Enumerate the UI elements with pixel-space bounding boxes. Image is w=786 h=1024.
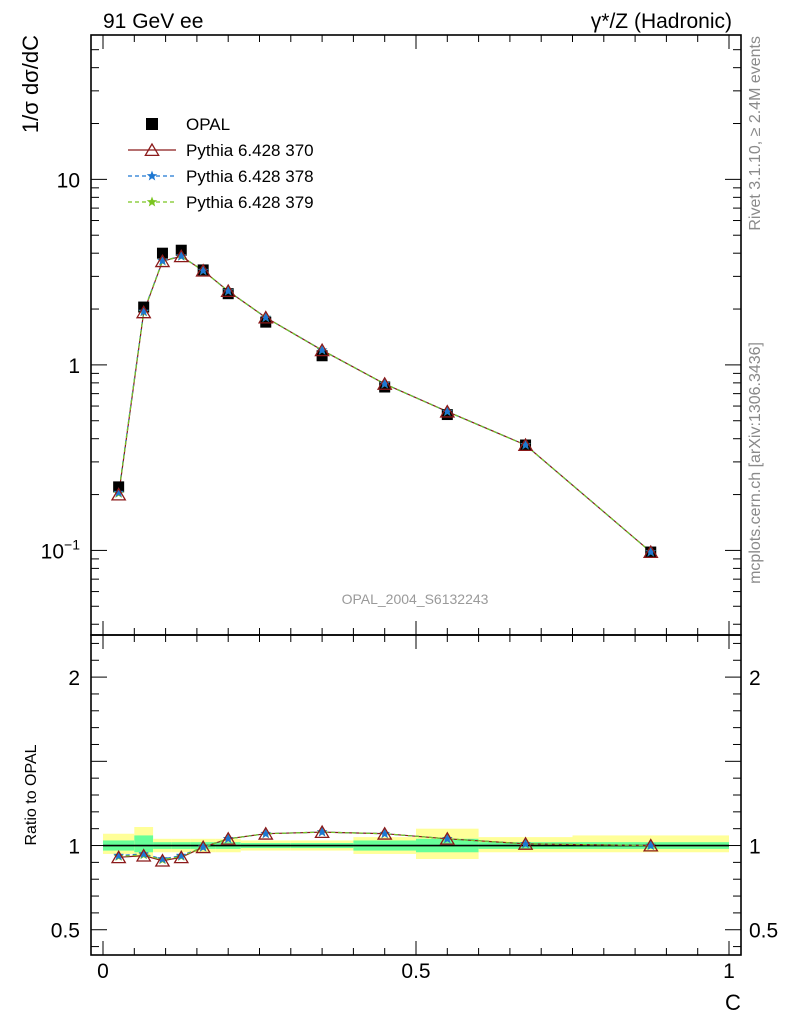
point-pythia-370 xyxy=(173,248,190,263)
ratio-band-inner xyxy=(134,835,154,853)
ratio-point-pythia-378 xyxy=(260,828,271,839)
ratio-point-pythia-370 xyxy=(257,826,274,840)
point-pythia-378 xyxy=(138,306,149,316)
ratio-point-pythia-370 xyxy=(439,831,456,845)
ratio-point-pythia-378 xyxy=(197,841,209,852)
legend-marker-pythia-378 xyxy=(146,170,158,181)
mcplots-text: mcplots.cern.ch [arXiv:1306.3436] xyxy=(747,342,764,584)
x-tick-label: 0.5 xyxy=(401,960,430,983)
main-ylabel: 1/σ dσ/dC xyxy=(18,35,43,133)
ratio-point-pythia-370 xyxy=(135,848,152,862)
ratio-point-pythia-378 xyxy=(176,850,187,861)
point-pythia-370 xyxy=(154,253,171,268)
data-point xyxy=(379,381,391,393)
y-tick-label-ratio: 0.5 xyxy=(51,920,80,943)
y-tick-label-main: 1 xyxy=(68,355,80,378)
ratio-point-pythia-378 xyxy=(379,828,390,839)
point-pythia-370 xyxy=(314,342,330,357)
point-pythia-378 xyxy=(316,344,328,355)
y-tick-label-ratio: 2 xyxy=(68,667,80,690)
ratio-point-pythia-370 xyxy=(642,838,659,852)
header-left: 91 GeV ee xyxy=(103,10,203,33)
series-line-pythia-370 xyxy=(118,255,652,553)
ratio-point-pythia-370 xyxy=(195,839,211,854)
ratio-point-pythia-378 xyxy=(316,826,328,837)
x-tick-label: 1 xyxy=(723,960,735,983)
ratio-point-pythia-370 xyxy=(220,831,236,845)
point-pythia-378 xyxy=(113,487,124,498)
data-point xyxy=(260,316,272,328)
point-pythia-378 xyxy=(157,255,168,266)
point-pythia-378 xyxy=(442,406,453,417)
ratio-point-pythia-378 xyxy=(138,848,149,859)
point-pythia-378 xyxy=(222,285,234,296)
y-tick-label-ratio-right: 1 xyxy=(749,836,761,859)
point-pythia-370 xyxy=(135,305,152,319)
point-pythia-378 xyxy=(260,312,271,322)
y-tick-label-ratio: 1 xyxy=(68,836,80,859)
series-line-pythia-378 xyxy=(118,255,652,553)
legend-label: Pythia 6.428 379 xyxy=(186,193,314,212)
ratio-point-pythia-378 xyxy=(113,850,124,861)
y-tick-label-ratio-right: 2 xyxy=(749,667,761,690)
ratio-point-pythia-370 xyxy=(173,850,190,864)
ratio-point-pythia-370 xyxy=(376,826,393,840)
point-pythia-370 xyxy=(439,404,456,418)
ratio-line-pythia-379 xyxy=(118,831,651,861)
ratio-point-pythia-378 xyxy=(520,838,531,849)
ratio-point-pythia-378 xyxy=(157,853,168,864)
x-tick-label: 0 xyxy=(97,960,109,983)
ratio-frame xyxy=(90,634,742,956)
point-pythia-370 xyxy=(376,376,393,390)
data-point xyxy=(222,288,234,300)
ratio-point-pythia-370 xyxy=(517,836,534,850)
rivet-text: Rivet 3.1.10, ≥ 2.4M events xyxy=(747,36,764,231)
watermark: OPAL_2004_S6132243 xyxy=(342,591,489,607)
legend-label: Pythia 6.428 378 xyxy=(186,167,314,186)
point-pythia-370 xyxy=(110,487,127,501)
point-pythia-378 xyxy=(520,439,531,450)
point-pythia-370 xyxy=(642,544,659,559)
point-pythia-378 xyxy=(645,546,656,557)
legend-marker-pythia-379 xyxy=(146,196,158,207)
data-point xyxy=(156,247,168,259)
ratio-point-pythia-378 xyxy=(222,833,234,844)
legend-marker-opal xyxy=(146,118,158,130)
point-pythia-378 xyxy=(379,378,390,389)
point-pythia-370 xyxy=(257,310,274,324)
point-pythia-378 xyxy=(176,250,187,261)
xlabel: C xyxy=(725,990,741,1015)
legend-label: Pythia 6.428 370 xyxy=(186,141,314,160)
data-point xyxy=(113,481,125,493)
ratio-point-pythia-378 xyxy=(442,833,453,844)
y-tick-label-ratio-right: 0.5 xyxy=(749,920,778,943)
header-right: γ*/Z (Hadronic) xyxy=(591,10,732,33)
legend-label: OPAL xyxy=(186,115,230,134)
point-pythia-370 xyxy=(517,437,534,451)
point-pythia-378 xyxy=(197,265,209,276)
ratio-point-pythia-370 xyxy=(314,824,330,839)
legend-marker-pythia-370 xyxy=(144,142,160,156)
series-line-pythia-379 xyxy=(118,255,652,553)
y-tick-label-main: 10−1 xyxy=(41,536,81,563)
data-point xyxy=(441,409,453,421)
ratio-ylabel: Ratio to OPAL xyxy=(23,744,40,845)
point-pythia-370 xyxy=(195,263,211,277)
ratio-point-pythia-370 xyxy=(110,850,127,864)
y-tick-label-main: 10 xyxy=(57,169,80,192)
ratio-point-pythia-370 xyxy=(154,853,171,867)
ratio-point-pythia-378 xyxy=(645,840,656,850)
point-pythia-370 xyxy=(220,283,236,298)
